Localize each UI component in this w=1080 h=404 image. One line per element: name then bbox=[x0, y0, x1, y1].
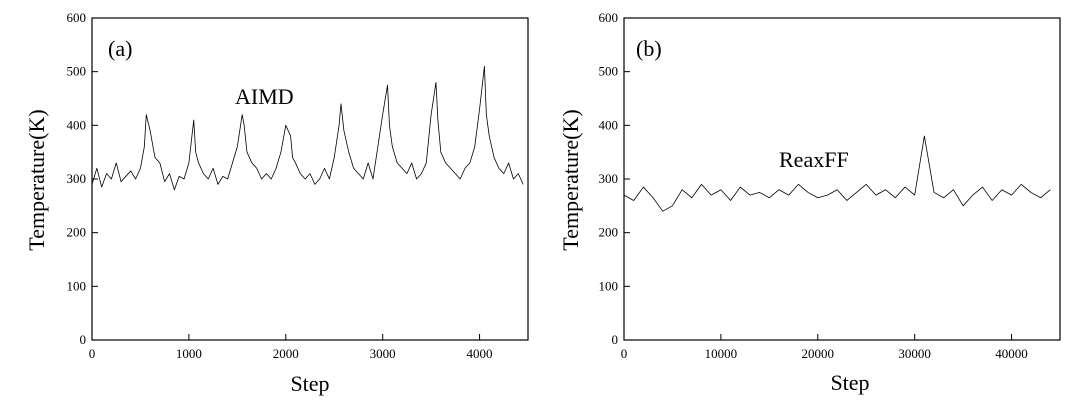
panel-a-x-tick-label: 0 bbox=[89, 346, 96, 361]
panel-a-y-tick-label: 100 bbox=[67, 278, 87, 293]
panel-b-x-ticks: 0 10000 20000 30000 40000 bbox=[621, 334, 1028, 361]
panel-a-x-axis-title: Step bbox=[290, 371, 329, 396]
panel-a-y-ticks: 0 100 200 300 400 500 600 bbox=[67, 10, 98, 347]
panel-a-y-axis-title: Temperature(K) bbox=[24, 109, 49, 250]
panel-a: 0 100 200 300 400 500 600 0 1000 2000 3000 4000 (a… bbox=[24, 10, 529, 396]
panel-a-frame bbox=[91, 17, 529, 341]
panel-b-y-axis-title: Temperature(K) bbox=[558, 109, 583, 250]
panel-b: 0 100 200 300 400 500 600 0 10000 20000 30000 4000… bbox=[558, 10, 1061, 395]
panel-b-y-ticks: 0 100 200 300 400 500 600 bbox=[599, 10, 630, 347]
panel-b-y-tick-label: 200 bbox=[599, 225, 619, 240]
panel-b-y-tick-label: 400 bbox=[599, 117, 619, 132]
panel-b-y-tick-label: 0 bbox=[612, 332, 619, 347]
panel-b-x-tick-label: 10000 bbox=[705, 346, 738, 361]
panel-b-y-tick-label: 100 bbox=[599, 278, 619, 293]
panel-a-series-line bbox=[91, 65, 524, 191]
panel-b-y-tick-label: 600 bbox=[599, 10, 619, 25]
panel-b-label: (b) bbox=[636, 36, 662, 61]
panel-a-x-tick-label: 4000 bbox=[467, 346, 493, 361]
panel-a-x-ticks: 0 1000 2000 3000 4000 bbox=[89, 334, 493, 361]
panel-a-y-tick-label: 300 bbox=[67, 171, 87, 186]
panel-a-x-tick-label: 2000 bbox=[273, 346, 299, 361]
panel-a-y-tick-label: 400 bbox=[67, 117, 87, 132]
panel-a-label: (a) bbox=[108, 36, 132, 61]
panel-b-x-tick-label: 0 bbox=[621, 346, 628, 361]
panel-b-y-tick-label: 300 bbox=[599, 171, 619, 186]
panel-a-x-tick-label: 3000 bbox=[370, 346, 396, 361]
panel-a-y-tick-label: 500 bbox=[67, 64, 87, 79]
panel-b-y-tick-label: 500 bbox=[599, 64, 619, 79]
panel-b-x-tick-label: 30000 bbox=[898, 346, 931, 361]
panel-b-frame bbox=[623, 17, 1061, 341]
panel-b-x-tick-label: 40000 bbox=[995, 346, 1028, 361]
panel-b-x-axis-title: Step bbox=[830, 370, 869, 395]
panel-a-x-tick-label: 1000 bbox=[176, 346, 202, 361]
panel-a-y-tick-label: 600 bbox=[67, 10, 87, 25]
panel-b-x-tick-label: 20000 bbox=[802, 346, 835, 361]
panel-a-series-label: AIMD bbox=[235, 84, 294, 109]
panel-b-series-line bbox=[623, 135, 1051, 212]
panel-a-y-tick-label: 200 bbox=[67, 225, 87, 240]
panel-a-y-tick-label: 0 bbox=[80, 332, 87, 347]
panel-b-series-label: ReaxFF bbox=[779, 147, 849, 172]
